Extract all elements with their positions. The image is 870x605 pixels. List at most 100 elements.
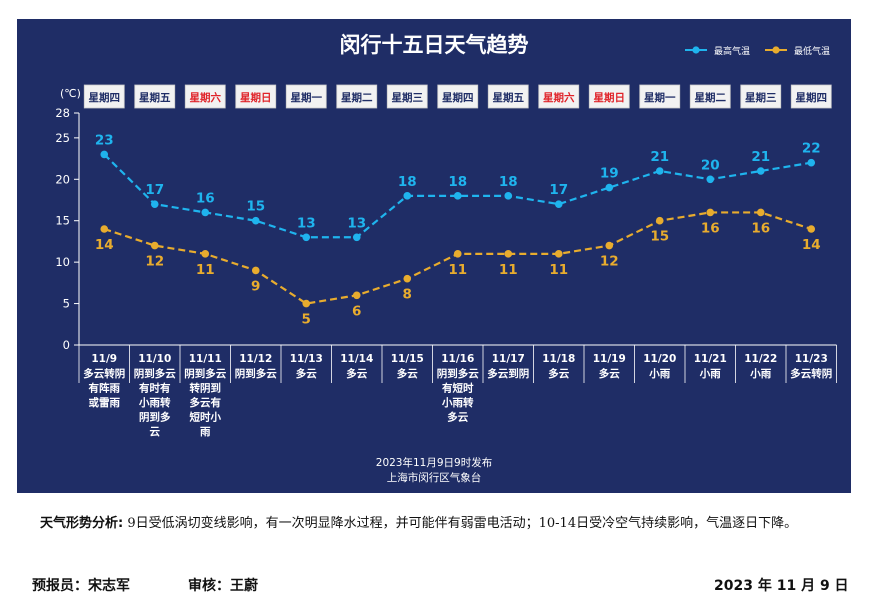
weather-condition-2-line-3: 小雨转 xyxy=(138,396,171,409)
y-tick-label-1: 0 xyxy=(63,338,70,352)
series-2-point-12 xyxy=(655,216,664,225)
weekday-box-12 xyxy=(639,84,681,109)
series-1-data-label-15: 22 xyxy=(802,141,821,157)
weekday-label-5: 星期一 xyxy=(291,91,323,104)
x-date-label-1: 11/9 xyxy=(91,353,117,365)
series-1-data-label-7: 18 xyxy=(398,174,417,190)
weekday-box-1 xyxy=(83,84,125,109)
reviewer: 审核：王蔚 xyxy=(188,578,258,594)
series-2-point-1 xyxy=(100,225,109,233)
weather-condition-8-line-3: 小雨转 xyxy=(441,396,474,409)
series-1-data-label-5: 13 xyxy=(297,215,316,231)
y-tick-label-7: 28 xyxy=(55,106,70,120)
weekday-label-11: 星期日 xyxy=(594,91,626,104)
series-1-point-13 xyxy=(706,175,715,184)
series-1-data-label-3: 16 xyxy=(196,190,215,206)
weather-condition-13-line-1: 小雨 xyxy=(699,367,721,380)
weekday-label-2: 星期五 xyxy=(139,91,171,104)
x-date-label-10: 11/18 xyxy=(542,353,575,365)
series-2-data-label-12: 15 xyxy=(650,229,669,245)
series-2-point-9 xyxy=(504,250,513,258)
series-2-data-label-15: 14 xyxy=(802,237,821,253)
x-date-label-3: 11/11 xyxy=(189,353,222,365)
series-2-point-3 xyxy=(201,250,210,258)
series-1-data-label-9: 18 xyxy=(499,174,518,190)
series-1-data-label-8: 18 xyxy=(448,174,467,190)
y-tick-label-3: 10 xyxy=(55,255,70,269)
weekday-box-14 xyxy=(740,84,782,109)
forecaster: 预报员：宋志军 xyxy=(32,578,130,594)
y-tick-label-2: 5 xyxy=(63,297,70,311)
weekday-label-4: 星期日 xyxy=(240,91,272,104)
series-1-data-label-4: 15 xyxy=(246,199,265,215)
series-2-data-label-4: 9 xyxy=(251,278,260,294)
analysis-label: 天气形势分析: xyxy=(40,516,124,531)
series-1-point-9 xyxy=(504,192,513,200)
weekday-label-15: 星期四 xyxy=(796,91,828,104)
series-1-point-10 xyxy=(554,200,563,208)
weekday-label-8: 星期四 xyxy=(442,91,474,104)
weather-condition-3-line-3: 多云有 xyxy=(190,396,222,409)
series-1-point-4 xyxy=(251,216,260,225)
y-unit-label: (℃) xyxy=(60,87,81,100)
temperature-chart: 闵行十五日天气趋势 最高气温 最低气温 (℃) 星期四 星期五 星期六 星期日 星期一 星期二 星期… xyxy=(55,33,837,484)
series-1-data-label-14: 21 xyxy=(751,149,770,165)
x-date-label-13: 11/21 xyxy=(694,353,727,365)
series-1-data-label-2: 17 xyxy=(145,182,164,198)
weekday-box-7 xyxy=(386,84,428,109)
series-1-data-label-13: 20 xyxy=(701,157,720,173)
publish-time: 2023年11月9日9时发布 xyxy=(376,456,492,469)
x-date-label-15: 11/23 xyxy=(795,353,828,365)
weather-condition-3-line-4: 短时小 xyxy=(190,411,222,424)
weekday-box-11 xyxy=(588,84,630,109)
series-2-data-label-1: 14 xyxy=(95,237,114,253)
weather-condition-9-line-1: 多云到阴 xyxy=(487,367,529,380)
series-2-point-15 xyxy=(807,225,816,233)
y-tick-label-4: 15 xyxy=(55,214,70,228)
legend-label-1: 最高气温 xyxy=(714,45,750,57)
weather-condition-12-line-1: 小雨 xyxy=(648,367,670,380)
series-2-point-5 xyxy=(302,299,311,308)
series-1-data-label-11: 19 xyxy=(600,166,619,182)
legend-marker-2 xyxy=(772,46,780,54)
series-2-data-label-8: 11 xyxy=(448,262,467,278)
series-1-point-6 xyxy=(352,233,361,242)
x-date-label-9: 11/17 xyxy=(492,353,525,365)
series-1-data-label-6: 13 xyxy=(347,215,366,231)
series-2-point-7 xyxy=(403,274,412,283)
weather-condition-8-line-1: 阴到多云 xyxy=(437,367,479,380)
x-date-label-12: 11/20 xyxy=(643,353,676,365)
series-1-point-12 xyxy=(655,167,664,175)
series-2-data-label-14: 16 xyxy=(751,220,770,236)
series-2-point-2 xyxy=(150,241,159,250)
weekday-label-6: 星期二 xyxy=(341,91,373,104)
weather-condition-2-line-4: 阴到多 xyxy=(139,411,171,424)
y-tick-label-6: 25 xyxy=(55,131,70,145)
series-2-point-6 xyxy=(352,291,361,300)
weather-condition-11-line-1: 多云 xyxy=(599,367,620,380)
series-2-data-label-13: 16 xyxy=(701,220,720,236)
weather-condition-8-line-2: 有短时 xyxy=(442,382,474,395)
weather-condition-10-line-1: 多云 xyxy=(548,367,569,380)
weekday-label-9: 星期五 xyxy=(493,91,525,104)
series-1-data-label-12: 21 xyxy=(650,149,669,165)
weather-condition-3-line-2: 转阴到 xyxy=(190,382,222,395)
series-2-data-label-10: 11 xyxy=(549,262,568,278)
weather-condition-2-line-5: 云 xyxy=(150,426,161,438)
series-1-point-7 xyxy=(403,192,412,200)
weekday-label-12: 星期一 xyxy=(644,91,676,104)
weekday-label-14: 星期三 xyxy=(745,91,777,104)
weather-condition-2-line-1: 阴到多云 xyxy=(134,367,176,380)
weekday-label-3: 星期六 xyxy=(190,91,222,104)
weekday-box-5 xyxy=(285,84,327,109)
weather-condition-6-line-1: 多云 xyxy=(346,367,367,380)
weather-condition-2-line-2: 有时有 xyxy=(139,382,171,395)
series-2-data-label-7: 8 xyxy=(403,287,412,303)
weekday-box-8 xyxy=(437,84,479,109)
series-2-data-label-3: 11 xyxy=(196,262,215,278)
chart-panel: 闵行十五日天气趋势 最高气温 最低气温 (℃) 星期四 星期五 星期六 星期日 星期一 星期二 星期… xyxy=(17,19,851,493)
y-tick-label-5: 20 xyxy=(55,172,70,186)
x-date-label-7: 11/15 xyxy=(391,353,424,365)
series-1-point-11 xyxy=(605,183,614,192)
series-1-point-15 xyxy=(807,158,816,167)
